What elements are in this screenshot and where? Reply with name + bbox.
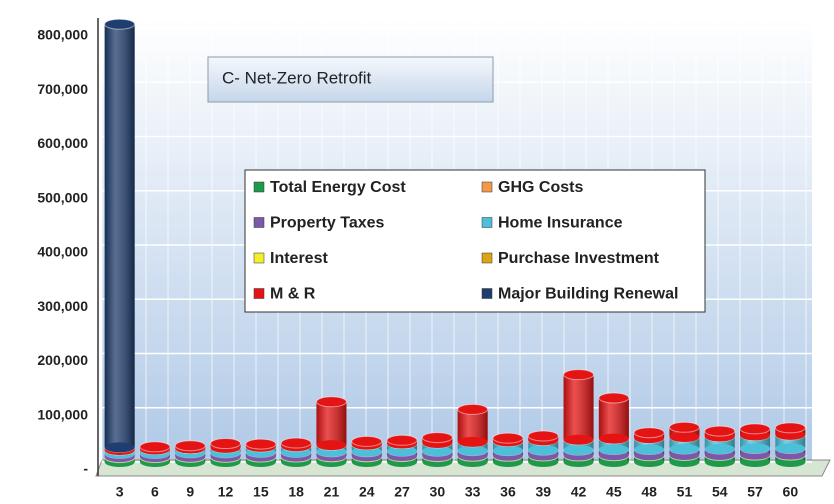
x-tick-label: 39: [535, 484, 551, 500]
x-tick-label: 42: [571, 484, 587, 500]
legend-swatch: [481, 217, 493, 228]
cylinder-bottom: [387, 446, 418, 457]
legend-swatch: [481, 252, 493, 264]
cylinder-shade: [598, 397, 629, 439]
x-tick-label: 12: [218, 484, 234, 500]
x-tick-label: 24: [359, 484, 375, 500]
cylinder-bottom: [563, 434, 594, 445]
cylinder-bottom: [422, 446, 453, 457]
y-tick-label: 100,000: [37, 406, 88, 422]
y-tick-label: 700,000: [37, 81, 88, 97]
cylinder-bottom: [634, 444, 665, 455]
x-tick-label: 30: [430, 484, 446, 500]
cylinder-top: [527, 430, 559, 442]
x-tick-label: 3: [116, 484, 124, 500]
x-tick-label: 18: [288, 484, 304, 500]
legend-label: Major Building Renewal: [498, 286, 678, 303]
y-tick-label: 800,000: [37, 27, 88, 43]
legend-label: Interest: [270, 250, 328, 267]
cylinder-bottom: [598, 433, 629, 444]
x-tick-label: 6: [151, 484, 159, 500]
legend-label: Property Taxes: [270, 215, 385, 232]
cylinder-shade: [634, 438, 665, 450]
cylinder-top: [598, 392, 630, 404]
cylinder-top: [139, 441, 171, 453]
cylinder-top: [668, 421, 700, 433]
cylinder-top: [245, 438, 277, 450]
cylinder-shade: [563, 374, 594, 440]
x-tick-label: 57: [747, 484, 763, 500]
y-tick-label: 200,000: [37, 352, 88, 368]
cylinder-bottom: [669, 443, 700, 454]
cylinder-bottom: [528, 445, 559, 456]
x-tick-label: 36: [500, 484, 516, 500]
cylinder-top: [739, 423, 771, 435]
x-tick-label: 21: [324, 484, 340, 500]
x-tick-label: 54: [712, 484, 728, 500]
y-tick-label: -: [83, 461, 88, 477]
legend-swatch: [253, 217, 265, 228]
cylinder-bottom: [492, 445, 523, 456]
legend-label: Total Energy Cost: [270, 179, 406, 196]
x-tick-label: 33: [465, 484, 481, 500]
cylinder-bottom: [457, 445, 488, 456]
y-tick-label: 600,000: [37, 135, 88, 151]
x-tick-label: 60: [783, 484, 799, 500]
cylinder-top: [351, 435, 383, 447]
title-box: [207, 56, 494, 103]
cylinder-top: [704, 425, 736, 437]
legend-label: M & R: [270, 286, 316, 303]
legend-swatch: [481, 181, 493, 193]
cylinder-bottom: [598, 444, 629, 455]
x-tick-label: 51: [677, 484, 693, 500]
cylinder-top: [386, 434, 418, 446]
cylinder-top: [421, 432, 453, 444]
x-tick-label: 9: [186, 484, 194, 500]
x-tick-label: 27: [394, 484, 410, 500]
cylinder-shade: [316, 401, 347, 446]
chart-title: C- Net-Zero Retrofit: [222, 68, 372, 87]
cylinder-bottom: [740, 443, 771, 454]
legend-swatch: [253, 252, 265, 264]
legend-swatch: [253, 181, 265, 193]
cylinder-top: [633, 427, 665, 439]
legend: [244, 169, 706, 313]
cylinder-shade: [104, 24, 135, 448]
legend-label: GHG Costs: [498, 179, 583, 196]
legend-label: Purchase Investment: [498, 250, 660, 267]
cylinder-top: [280, 437, 312, 449]
legend-label: Home Insurance: [498, 215, 623, 232]
cylinder-top: [174, 440, 206, 452]
cylinder-top: [210, 438, 242, 450]
cylinder-top: [315, 396, 347, 408]
cylinder-bottom: [104, 442, 135, 453]
cylinder-bottom: [775, 443, 806, 454]
cylinder-bottom: [669, 432, 700, 443]
y-tick-label: 300,000: [37, 298, 88, 314]
x-tick-label: 48: [641, 484, 657, 500]
cylinder-top: [774, 422, 806, 434]
legend-swatch: [253, 288, 265, 299]
cylinder-shade: [669, 437, 700, 449]
cylinder-top: [563, 369, 595, 381]
cylinder-top: [457, 403, 489, 415]
cylinder-top: [104, 18, 136, 30]
y-tick-label: 400,000: [37, 244, 88, 260]
cylinder-top: [492, 432, 524, 444]
cylinder-bottom: [704, 443, 735, 454]
cylinder-bottom: [563, 445, 594, 456]
x-tick-label: 45: [606, 484, 622, 500]
y-tick-label: 500,000: [37, 189, 88, 205]
legend-swatch: [481, 288, 493, 299]
cylinder-bottom: [316, 440, 347, 451]
x-tick-label: 15: [253, 484, 269, 500]
cylinder-bottom: [457, 436, 488, 447]
